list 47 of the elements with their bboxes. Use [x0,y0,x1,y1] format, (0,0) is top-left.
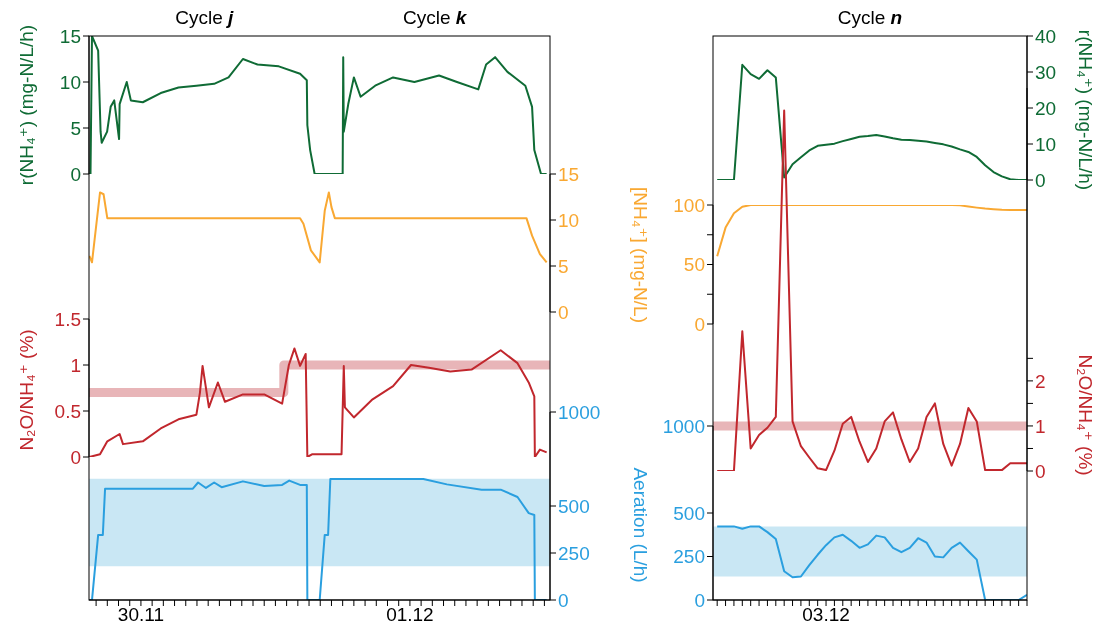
y-axis-title: [NH₄⁺] (mg-N/L) [629,186,651,324]
y-tick-label: 0 [558,301,569,323]
y-axis-title: r(NH₄⁺) (mg-N/L/h) [15,24,37,186]
y-tick-label: 30 [1035,61,1057,83]
y-tick-label: 500 [558,495,590,517]
y-tick-label: 50 [683,254,705,276]
y-tick-label: 100 [673,194,705,216]
y-tick-label: 0 [558,589,569,611]
line-series [716,109,1027,471]
y-tick-label: 10 [558,209,580,231]
y-tick-label: 15 [59,25,81,47]
y-tick-label: 0.5 [54,400,81,422]
y-axis-title: N₂O/NH₄⁺ (%) [15,329,37,451]
x-tick-label: 01.12 [386,604,434,626]
y-tick-label: 0 [1035,169,1046,191]
y-tick-label: 10 [59,71,81,93]
line-series [716,63,1027,180]
text: Cycle j [175,7,235,28]
y-tick-label: 1000 [662,415,705,437]
y-tick-label: 1 [70,354,81,376]
line-series [716,525,1027,600]
y-tick-label: 1.5 [54,308,81,330]
y-tick-label: 0 [694,589,705,611]
text: Cycle n [837,7,903,28]
y-tick-label: 0 [70,163,81,185]
y-tick-label: 2 [1035,370,1046,392]
y-tick-label: 1 [1035,415,1046,437]
y-tick-label: 5 [558,255,569,277]
y-axis-title: Aeration (L/h) [629,467,651,583]
y-axis-title: r(NH₄⁺) (mg-N/L/h) [1074,29,1096,191]
y-tick-label: 40 [1035,25,1057,47]
y-tick-label: 0 [70,446,81,468]
y-axis-title: N₂O/NH₄⁺ (%) [1074,354,1096,476]
x-tick-label: 30.11 [117,604,164,626]
y-tick-label: 20 [1035,97,1057,119]
y-tick-label: 250 [558,542,590,564]
line-series [716,205,1027,258]
y-tick-label: 0 [1035,460,1046,482]
x-tick-label: 03.12 [802,604,850,626]
y-tick-label: 250 [673,546,705,568]
y-tick-label: 0 [694,313,705,335]
y-tick-label: 500 [673,502,705,524]
y-tick-label: 15 [558,163,580,185]
text: Cycle k [403,7,468,28]
y-tick-label: 1000 [558,401,601,423]
y-tick-label: 10 [1035,133,1057,155]
y-tick-label: 5 [70,117,81,139]
